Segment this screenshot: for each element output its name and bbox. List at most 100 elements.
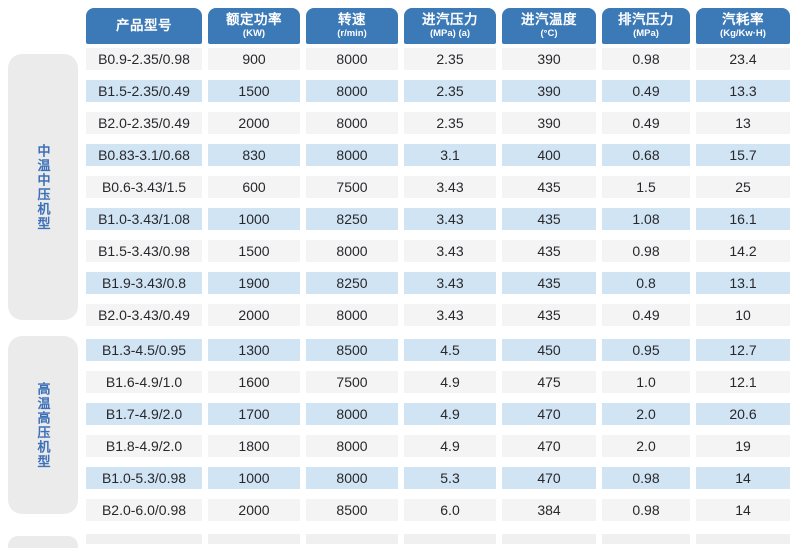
table-row: B1.3-4.5/0.95 1300 8500 4.5 450 0.95 12.7 <box>86 339 790 361</box>
cell-power: 2000 <box>208 499 300 521</box>
cell-inlet_pressure: 3.1 <box>404 144 496 166</box>
cell-speed: 8000 <box>306 240 398 262</box>
cell-inlet_temp: 470 <box>502 403 596 425</box>
cell-exhaust_pressure: 1.0 <box>602 371 690 393</box>
cell-exhaust_pressure: 1.08 <box>602 208 690 230</box>
table-row: B0.9-2.35/0.98 900 8000 2.35 390 0.98 23.4 <box>86 48 790 70</box>
cell-steam_rate: 13.1 <box>696 272 790 294</box>
header-unit: (°C) <box>540 27 558 39</box>
cell-inlet_temp: 435 <box>502 304 596 326</box>
cell-exhaust_pressure: 0.98 <box>602 240 690 262</box>
cell-exhaust_pressure: 0.95 <box>602 339 690 361</box>
sidebar-group-label: 中温中压机型 <box>35 143 51 231</box>
header-unit: (r/min) <box>337 27 367 39</box>
cell-power: 1900 <box>208 272 300 294</box>
cell-inlet_temp: 470 <box>502 435 596 457</box>
cell-inlet_temp: 390 <box>502 112 596 134</box>
cell-inlet_pressure: 2.35 <box>404 48 496 70</box>
cell-model: B1.5-2.35/0.49 <box>86 80 202 102</box>
table-row: B1.9-3.43/0.8 1900 8250 3.43 435 0.8 13.1 <box>86 272 790 294</box>
cell-power: 600 <box>208 176 300 198</box>
sidebar-group-partial <box>8 536 78 548</box>
table-row: B2.0-3.43/0.49 2000 8000 3.43 435 0.49 10 <box>86 304 790 326</box>
cell-speed: 8000 <box>306 144 398 166</box>
cell-steam_rate: 12.1 <box>696 371 790 393</box>
cell-steam_rate: 13.3 <box>696 80 790 102</box>
cell-model: B1.7-4.9/2.0 <box>86 403 202 425</box>
cell-power: 1500 <box>208 240 300 262</box>
header-unit: (MPa) <box>633 27 659 39</box>
header-cell: 转速 (r/min) <box>306 8 398 44</box>
cell-exhaust_pressure: 0.98 <box>602 48 690 70</box>
cell-inlet_pressure: 3.43 <box>404 304 496 326</box>
cell-inlet_pressure: 4.9 <box>404 435 496 457</box>
cell-steam_rate: 16.1 <box>696 208 790 230</box>
cell-steam_rate: 14.2 <box>696 240 790 262</box>
cell-inlet_pressure: 3.43 <box>404 176 496 198</box>
sidebar-group-medium-temp: 中温中压机型 <box>8 54 78 320</box>
header-cell: 产品型号 <box>86 8 202 44</box>
cell-power: 1800 <box>208 435 300 457</box>
header-cell: 排汽压力 (MPa) <box>602 8 690 44</box>
cell-power: 900 <box>208 48 300 70</box>
table-row: B1.0-5.3/0.98 1000 8000 5.3 470 0.98 14 <box>86 467 790 489</box>
cell-speed: 8500 <box>306 339 398 361</box>
cell-model: B1.5-3.43/0.98 <box>86 240 202 262</box>
cell-model: B1.0-5.3/0.98 <box>86 467 202 489</box>
cell-empty <box>86 534 202 544</box>
cell-model: B0.6-3.43/1.5 <box>86 176 202 198</box>
table-row: B1.6-4.9/1.0 1600 7500 4.9 475 1.0 12.1 <box>86 371 790 393</box>
cell-inlet_temp: 435 <box>502 208 596 230</box>
cell-steam_rate: 10 <box>696 304 790 326</box>
header-label: 转速 <box>338 11 366 27</box>
cell-inlet_temp: 390 <box>502 48 596 70</box>
spec-table: 产品型号 额定功率 (KW) 转速 (r/min) 进汽压力 (MPa) (a)… <box>86 8 790 544</box>
cell-steam_rate: 12.7 <box>696 339 790 361</box>
cell-inlet_pressure: 3.43 <box>404 240 496 262</box>
cell-model: B1.3-4.5/0.95 <box>86 339 202 361</box>
cell-inlet_pressure: 6.0 <box>404 499 496 521</box>
cell-model: B0.83-3.1/0.68 <box>86 144 202 166</box>
cell-model: B1.9-3.43/0.8 <box>86 272 202 294</box>
cell-speed: 8000 <box>306 304 398 326</box>
table-body: B0.9-2.35/0.98 900 8000 2.35 390 0.98 23.4 B1.5… <box>86 48 790 544</box>
header-label: 进汽压力 <box>422 11 478 27</box>
cell-steam_rate: 14 <box>696 499 790 521</box>
table-row: B1.0-3.43/1.08 1000 8250 3.43 435 1.08 16.1 <box>86 208 790 230</box>
cell-inlet_temp: 450 <box>502 339 596 361</box>
table-row: B2.0-6.0/0.98 2000 8500 6.0 384 0.98 14 <box>86 499 790 521</box>
cell-inlet_temp: 390 <box>502 80 596 102</box>
sidebar-group-high-temp: 高温高压机型 <box>8 336 78 514</box>
header-label: 汽耗率 <box>722 11 764 27</box>
cell-exhaust_pressure: 2.0 <box>602 403 690 425</box>
table-row: B0.6-3.43/1.5 600 7500 3.43 435 1.5 25 <box>86 176 790 198</box>
cell-exhaust_pressure: 0.98 <box>602 499 690 521</box>
cell-inlet_temp: 384 <box>502 499 596 521</box>
cell-steam_rate: 23.4 <box>696 48 790 70</box>
cell-steam_rate: 20.6 <box>696 403 790 425</box>
header-cell: 汽耗率 (Kg/Kw·H) <box>696 8 790 44</box>
cell-speed: 8000 <box>306 467 398 489</box>
cell-speed: 8250 <box>306 272 398 294</box>
cell-steam_rate: 13 <box>696 112 790 134</box>
cell-empty <box>208 534 300 544</box>
cell-inlet_temp: 400 <box>502 144 596 166</box>
cell-power: 2000 <box>208 304 300 326</box>
cell-inlet_pressure: 3.43 <box>404 272 496 294</box>
cell-steam_rate: 25 <box>696 176 790 198</box>
cell-empty <box>602 534 690 544</box>
sidebar-group-label: 高温高压机型 <box>35 381 51 469</box>
header-label: 产品型号 <box>116 17 172 33</box>
cell-power: 1600 <box>208 371 300 393</box>
cell-speed: 7500 <box>306 176 398 198</box>
cell-power: 1000 <box>208 467 300 489</box>
header-unit: (MPa) (a) <box>429 27 471 39</box>
cell-steam_rate: 15.7 <box>696 144 790 166</box>
cell-inlet_pressure: 5.3 <box>404 467 496 489</box>
table-row: B1.5-3.43/0.98 1500 8000 3.43 435 0.98 14.2 <box>86 240 790 262</box>
cell-exhaust_pressure: 0.68 <box>602 144 690 166</box>
cell-speed: 8000 <box>306 80 398 102</box>
cell-speed: 8250 <box>306 208 398 230</box>
cell-exhaust_pressure: 2.0 <box>602 435 690 457</box>
